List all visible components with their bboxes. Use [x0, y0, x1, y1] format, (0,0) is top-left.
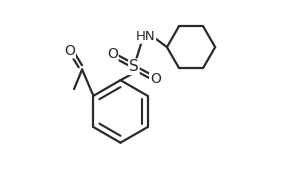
Text: O: O [107, 47, 118, 61]
Text: O: O [64, 44, 75, 58]
Text: HN: HN [136, 30, 155, 43]
Text: O: O [150, 72, 161, 86]
Text: S: S [129, 59, 139, 74]
